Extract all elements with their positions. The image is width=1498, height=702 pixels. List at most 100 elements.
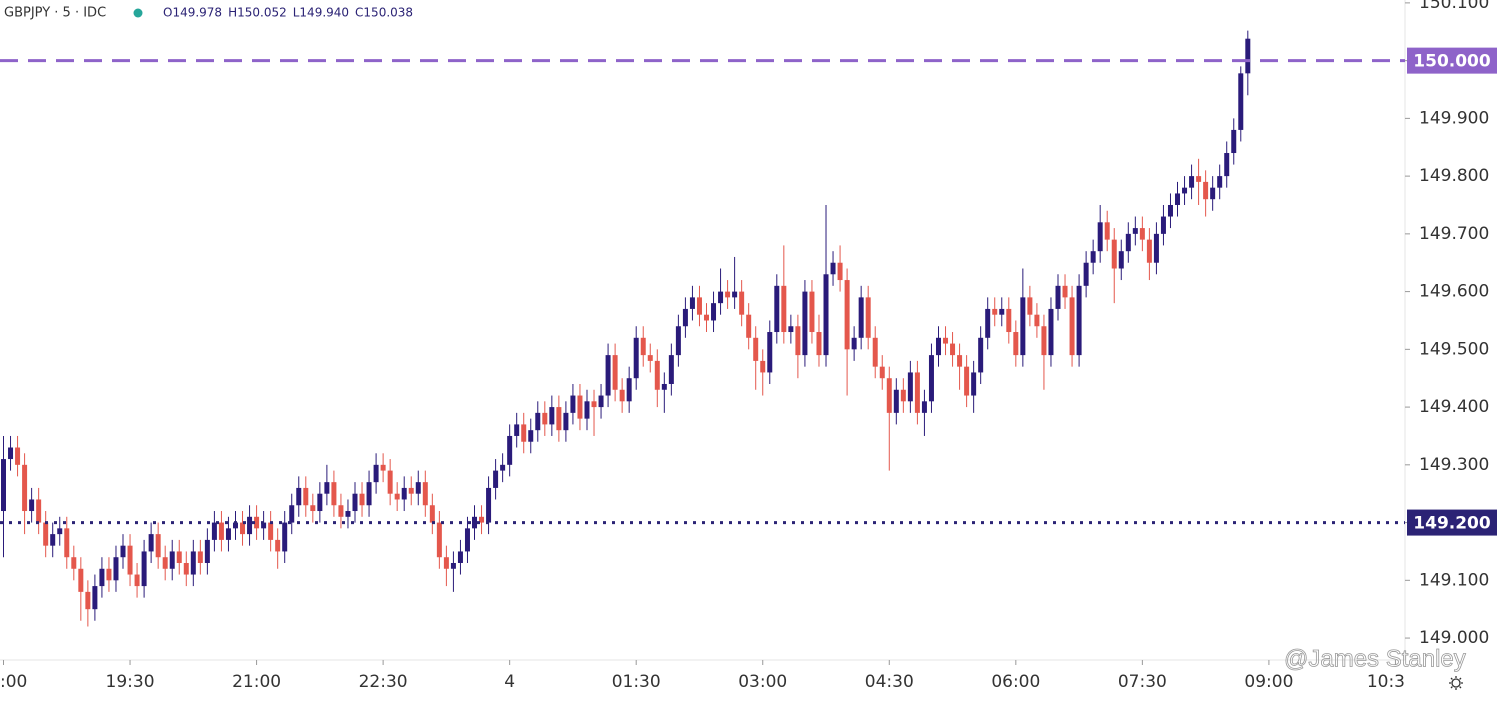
watermark: @James Stanley <box>1284 645 1466 672</box>
candle-body <box>661 383 667 390</box>
y-tick-label: 149.500 <box>1419 339 1489 359</box>
candle-body <box>500 464 506 471</box>
candle-body <box>957 355 963 367</box>
candle-body <box>486 487 492 523</box>
candle-body <box>985 308 991 338</box>
candle-body <box>1090 251 1096 263</box>
y-tick-label: 149.600 <box>1419 282 1489 302</box>
candle-body <box>218 522 224 540</box>
candle-body <box>380 464 386 471</box>
candle-body <box>1 459 6 512</box>
candle-body <box>190 551 196 575</box>
candle-body <box>1167 204 1173 217</box>
candle-body <box>612 355 618 390</box>
candle-body <box>682 308 688 327</box>
candle-body <box>830 262 836 275</box>
candle-body <box>816 332 822 356</box>
candle-body <box>113 557 119 581</box>
candle-body <box>971 372 977 396</box>
candle-body <box>549 407 555 425</box>
x-tick-label: 06:00 <box>991 672 1040 692</box>
ohlc-legend: O149.978 H150.052 L149.940 C150.038 <box>163 6 413 20</box>
candle-body <box>472 516 478 529</box>
candle-body <box>240 522 246 535</box>
candle-body <box>767 332 773 373</box>
candle-body <box>577 395 583 419</box>
candle-body <box>865 297 871 338</box>
candle-body <box>725 291 731 298</box>
candle-body <box>507 435 513 465</box>
candle-body <box>36 499 42 523</box>
candle-body <box>464 528 470 552</box>
candle-body <box>675 326 681 356</box>
candle-body <box>436 522 442 558</box>
candle-body <box>127 545 133 575</box>
candle-body <box>1189 176 1195 188</box>
candle-body <box>331 482 337 506</box>
candle-body <box>85 591 91 610</box>
x-tick-label: 04:30 <box>865 672 914 692</box>
candle-body <box>514 424 520 436</box>
candle-body <box>626 378 632 402</box>
candle-body <box>1210 187 1216 200</box>
level-label: 150.000 <box>1413 52 1491 72</box>
candle-body <box>1041 326 1047 356</box>
candle-body <box>162 557 168 569</box>
candle-body <box>78 568 84 592</box>
candle-body <box>29 499 35 512</box>
candle-body <box>950 343 956 356</box>
candle-body <box>225 528 231 540</box>
candle-body <box>43 522 49 546</box>
candle-body <box>261 522 267 529</box>
candle-body <box>422 482 428 506</box>
candle-body <box>1118 251 1124 269</box>
candle-body <box>450 562 456 569</box>
candle-body <box>99 568 105 587</box>
candle-body <box>1006 308 1012 333</box>
candle-body <box>204 539 210 563</box>
y-tick-label: 149.000 <box>1419 628 1489 648</box>
y-tick-label: 149.900 <box>1419 108 1489 128</box>
candle-body <box>1013 332 1019 356</box>
candle-body <box>1076 285 1082 356</box>
candle-body <box>654 360 660 390</box>
candle-body <box>282 522 288 552</box>
candle-body <box>978 337 984 373</box>
candle-body <box>781 285 787 333</box>
candle-body <box>8 447 14 460</box>
candle-body <box>556 407 562 431</box>
candle-body <box>1034 314 1040 327</box>
candle-body <box>1238 73 1244 130</box>
y-tick-label: 149.100 <box>1419 570 1489 590</box>
candle-body <box>296 487 302 506</box>
candle-body <box>1153 233 1159 263</box>
candle-body <box>15 447 21 465</box>
candle-body <box>689 297 695 309</box>
candle-body <box>535 412 541 431</box>
candle-body <box>795 326 801 356</box>
candle-body <box>1217 176 1223 188</box>
candle-body <box>802 291 808 356</box>
ohlc-value: L149.940 <box>293 6 349 20</box>
candle-body <box>310 505 316 512</box>
candle-body <box>943 337 949 344</box>
candle-body <box>992 308 998 315</box>
x-tick-label: 21:00 <box>232 672 281 692</box>
settings-icon[interactable] <box>1449 676 1463 690</box>
candle-body <box>1132 228 1138 234</box>
candle-body <box>352 493 358 512</box>
x-tick-label: 09:00 <box>1244 672 1293 692</box>
candle-body <box>823 274 829 356</box>
x-tick-label: 19:30 <box>106 672 155 692</box>
candle-body <box>732 291 738 298</box>
x-tick-label: 22:30 <box>359 672 408 692</box>
candle-body <box>760 360 766 373</box>
candle-body <box>1245 38 1251 74</box>
candle-body <box>879 366 885 379</box>
candle-body <box>394 493 400 500</box>
level-label: 149.200 <box>1413 514 1491 534</box>
candle-body <box>148 534 154 552</box>
candle-body <box>50 534 56 546</box>
candle-body <box>1224 153 1230 177</box>
